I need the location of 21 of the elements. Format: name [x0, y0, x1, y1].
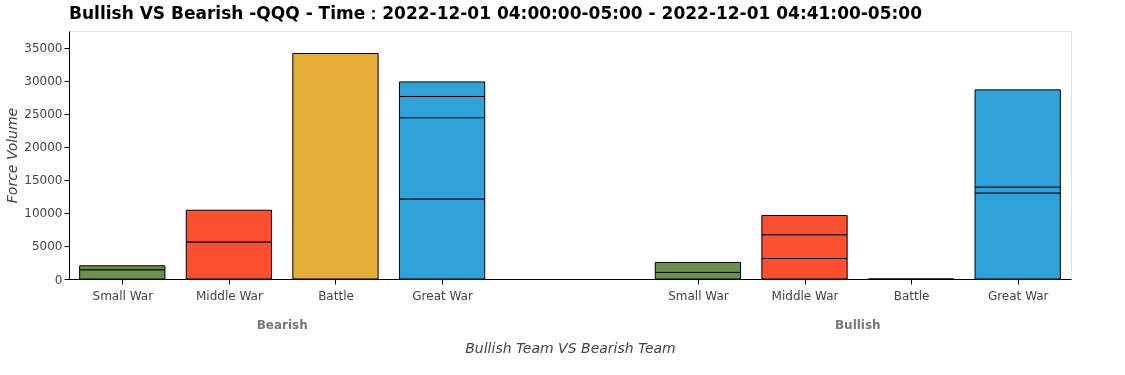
x-axis-title: Bullish Team VS Bearish Team [465, 339, 676, 356]
x-tick-label: Small War [668, 288, 729, 303]
x-tick-label: Great War [412, 288, 473, 303]
chart-title: Bullish VS Bearish -QQQ - Time：2022-12-01 04:00:00-05:00 - 2022-12-01 04:41:00-05:00 [69, 3, 923, 23]
y-tick-label: 10000 [24, 206, 63, 221]
text: Bearish [256, 318, 308, 332]
x-tick-label: Battle [318, 288, 354, 303]
x-tick-label: Middle War [771, 288, 839, 303]
y-axis-title: Force Volume [4, 107, 21, 204]
y-tick-label: 0 [54, 272, 63, 287]
text: Bullish [834, 318, 881, 332]
y-tick-label: 25000 [24, 107, 63, 122]
x-tick-label: Small War [92, 288, 154, 303]
x-tick-label: Middle War [195, 288, 263, 303]
x-tick-label: Great War [987, 288, 1049, 303]
y-tick-label: 35000 [24, 41, 63, 56]
y-tick-label: 15000 [24, 173, 63, 188]
y-tick-label: 30000 [24, 74, 63, 89]
y-tick-label: 20000 [24, 140, 63, 155]
y-tick-label: 5000 [31, 239, 63, 254]
x-tick-label: Battle [893, 288, 930, 303]
